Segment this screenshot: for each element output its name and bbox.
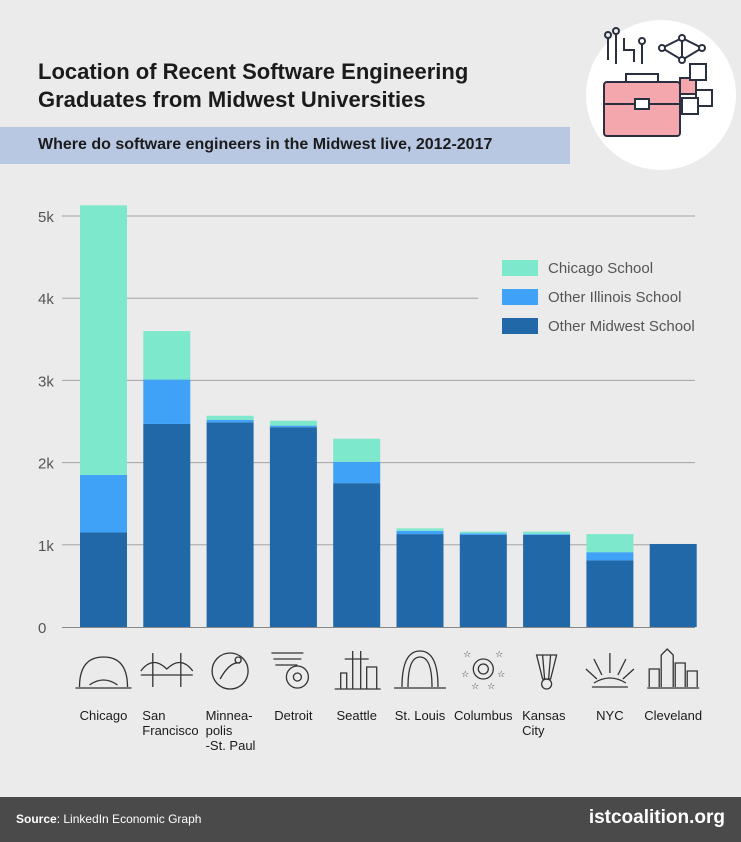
bar-segment	[396, 528, 444, 531]
bar-segment	[143, 423, 191, 627]
bar-segment	[459, 533, 507, 535]
y-tick-label: 0	[38, 620, 46, 637]
legend: Chicago School Other Illinois School Other…	[478, 242, 706, 348]
bar-segment	[523, 534, 571, 627]
x-tick-label: San Francisco	[142, 708, 198, 738]
y-tick-label: 3k	[38, 373, 54, 390]
star-icon: ☆	[495, 650, 503, 660]
source-note: Source: LinkedIn Economic Graph	[16, 812, 201, 826]
bar-segment	[269, 420, 317, 426]
y-tick-label: 4k	[38, 291, 54, 308]
star-icon: ☆	[471, 682, 479, 692]
shuttlecock-icon	[535, 654, 558, 690]
statue-of-liberty-crown-icon	[585, 653, 635, 688]
bar-segment	[523, 534, 571, 535]
briefcase-network-icon	[586, 20, 736, 170]
legend-swatch	[502, 289, 538, 305]
y-tick-label: 1k	[38, 538, 54, 555]
star-icon: ☆	[463, 650, 471, 660]
bar-chart: 0 1k 2k 3k 4k 5k Chicago School Other Illinois…	[38, 205, 706, 750]
bar-segment	[523, 531, 571, 535]
x-tick-label: Cleveland	[644, 708, 702, 723]
y-tick-label: 5k	[38, 209, 54, 226]
star-icon: ☆	[487, 682, 495, 692]
x-tick-label: Columbus	[454, 708, 513, 723]
bar-segment	[269, 425, 317, 428]
bar-segment	[143, 379, 191, 424]
bar-segment	[206, 415, 254, 420]
chart-subtitle: Where do software engineers in the Midwe…	[38, 136, 493, 153]
bar-segment	[80, 532, 127, 627]
legend-swatch	[502, 318, 538, 334]
bar-segment	[396, 530, 444, 535]
subtitle-band	[0, 127, 570, 164]
gateway-arch-icon	[394, 650, 446, 689]
x-tick-label: NYC	[596, 708, 623, 723]
legend-swatch	[502, 260, 538, 276]
bar-segment	[269, 427, 317, 627]
bar-segment	[649, 543, 697, 627]
x-axis-tick-labels: Chicago San Francisco Minnea-polis -St. Paul…	[80, 708, 702, 750]
bar-segment	[459, 534, 507, 627]
x-tick-label: Detroit	[274, 708, 313, 723]
footer: Source: LinkedIn Economic Graph istcoali…	[0, 797, 741, 842]
x-tick-label: Kansas City	[522, 708, 566, 738]
bar-segment	[586, 560, 634, 627]
brand-link[interactable]: istcoalition.org	[588, 807, 725, 828]
bar-segment	[396, 534, 444, 627]
bar-segment	[80, 205, 127, 475]
bar-segment	[586, 534, 634, 553]
bar-segment	[206, 422, 254, 627]
legend-label: Other Illinois School	[548, 289, 681, 306]
stars-icon: ☆ ☆☆ ☆☆ ☆	[461, 650, 505, 692]
legend-label: Chicago School	[548, 260, 653, 277]
x-tick-label: Minnea-polis -St. Paul	[206, 708, 256, 750]
x-tick-label: St. Louis	[395, 708, 446, 723]
bar-segment	[333, 438, 381, 462]
legend-label: Other Midwest School	[548, 318, 695, 335]
winged-wheel-icon	[271, 652, 310, 689]
cleveland-skyline-icon	[647, 648, 700, 689]
star-icon: ☆	[461, 670, 469, 680]
bar-segment	[206, 419, 254, 423]
star-icon: ☆	[497, 670, 505, 680]
source-text: : LinkedIn Economic Graph	[56, 812, 202, 826]
loon-icon	[211, 652, 249, 690]
source-label: Source	[16, 812, 57, 826]
bar-segment	[333, 483, 381, 627]
bar-segment	[459, 531, 507, 534]
bar-segment	[143, 331, 191, 380]
space-needle-icon	[334, 651, 381, 690]
x-tick-label: Seattle	[336, 708, 376, 723]
golden-gate-bridge-icon	[140, 653, 194, 687]
chart-title: Location of Recent Software Engineering …	[38, 59, 469, 112]
y-axis-tick-labels: 0 1k 2k 3k 4k 5k	[38, 209, 54, 637]
city-icons: ☆ ☆☆ ☆☆ ☆	[75, 648, 700, 692]
bean-icon	[75, 656, 132, 689]
bar-segment	[333, 461, 381, 484]
x-tick-label: Chicago	[80, 708, 128, 723]
bars	[80, 205, 697, 627]
bar-segment	[80, 474, 127, 533]
y-tick-label: 2k	[38, 456, 54, 473]
bar-segment	[586, 552, 634, 561]
